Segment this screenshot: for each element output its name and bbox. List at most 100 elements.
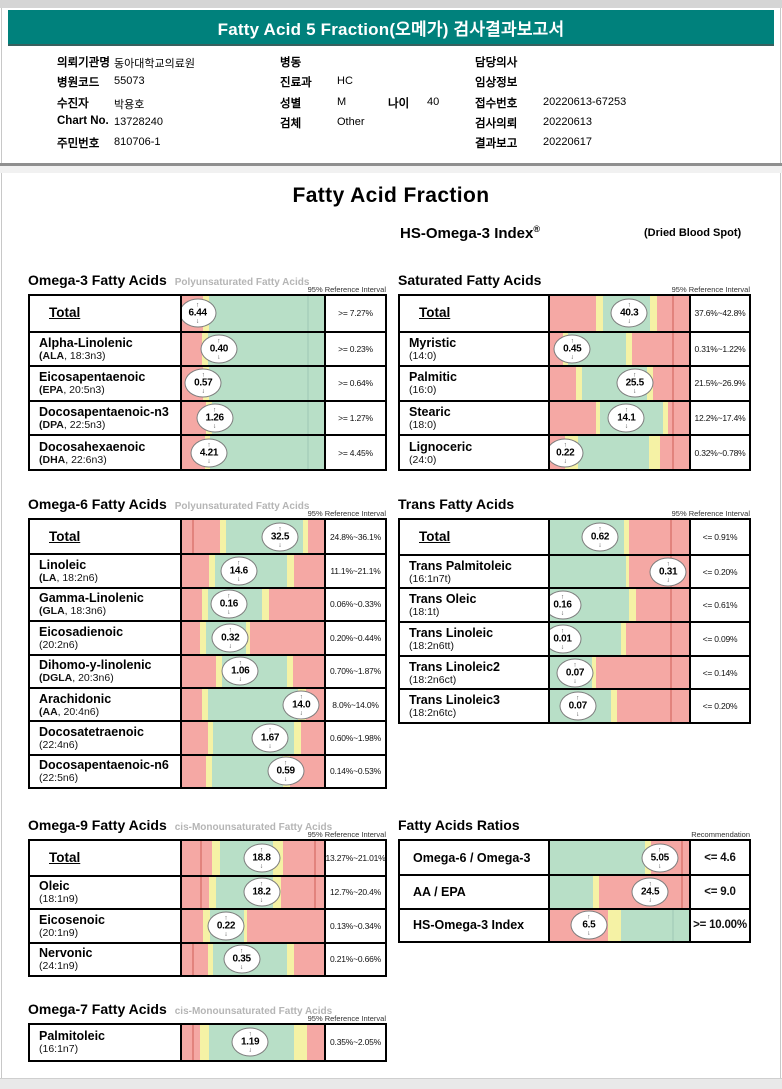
patient-field-value: 13728240 xyxy=(114,115,163,128)
value-marker: ↑ 1.26 ↓ xyxy=(196,403,234,433)
substance-name: Trans Linoleic xyxy=(409,625,494,640)
reference-range: 0.13%~0.34% xyxy=(326,910,385,942)
marker-up-arrow-icon: ↑ xyxy=(201,371,205,379)
value-marker: ↑ 0.16 ↓ xyxy=(550,590,581,620)
substance-name-cell: Lignoceric (24:0) xyxy=(400,436,548,469)
marker-up-arrow-icon: ↑ xyxy=(299,693,303,701)
range-bar: ↑ 0.59 ↓ xyxy=(180,755,326,788)
range-bar: ↑ 25.5 ↓ xyxy=(548,367,691,400)
zone-yellow xyxy=(595,401,601,435)
result-table: Palmitoleic (16:1n7) ↑ 1.19 ↓ 0.35%~2.05% xyxy=(28,1023,387,1062)
zone-yellow xyxy=(662,401,669,435)
substance-name-cell: AA / EPA xyxy=(400,876,548,908)
result-table: Total ↑ 40.3 ↓ 37.6%~42.8% Myristic (14:0) ↑ 0.4… xyxy=(398,294,751,471)
substance-name: Docosahexaenoic xyxy=(39,439,146,454)
formula-rest: (22:4n6) xyxy=(39,739,79,752)
range-bar: ↑ 0.45 ↓ xyxy=(548,332,691,366)
section-header: Omega-7 Fatty Acids cis-Monounsaturated F… xyxy=(28,1001,387,1023)
reference-range: 0.35%~2.05% xyxy=(326,1025,385,1060)
marker-up-arrow-icon: ↑ xyxy=(598,525,602,533)
substance-name-cell: Eicosenoic (20:1n9) xyxy=(30,910,180,942)
threshold-line xyxy=(314,841,317,875)
substance-name: Eicosadienoic xyxy=(39,624,124,639)
substance-formula: (22:4n6) xyxy=(39,739,180,751)
marker-value: 14.6 xyxy=(229,565,249,577)
formula-abbrev: (AA xyxy=(39,705,58,718)
reference-range: >= 7.27% xyxy=(326,296,385,331)
substance-formula: (18:1n9) xyxy=(39,893,180,905)
zone-red xyxy=(282,841,324,875)
formula-rest: (22:5n6) xyxy=(39,772,79,785)
formula-rest: (18:1t) xyxy=(409,606,440,619)
range-bar: ↑ 6.44 ↓ xyxy=(180,296,326,331)
patient-field-value: 박용호 xyxy=(114,98,145,111)
range-bar: ↑ 32.5 ↓ xyxy=(180,520,326,554)
substance-name: HS-Omega-3 Index xyxy=(413,918,525,933)
zone-red xyxy=(616,690,689,723)
marker-down-arrow-icon: ↓ xyxy=(213,422,217,430)
marker-up-arrow-icon: ↑ xyxy=(259,846,264,854)
patient-field-label: 병원코드 xyxy=(57,77,100,90)
reference-range: 12.7%~20.4% xyxy=(326,876,385,908)
threshold-line xyxy=(200,876,203,908)
section-header: Omega-6 Fatty Acids Polyunsaturated Fatty… xyxy=(28,496,387,518)
substance-formula: (18:1t) xyxy=(409,606,548,618)
range-bar: ↑ 0.40 ↓ xyxy=(180,332,326,366)
zone-red xyxy=(281,876,324,908)
substance-formula: (16:1n7t) xyxy=(409,573,548,585)
result-row: Linoleic (LA, 18:2n6) ↑ 14.6 ↓ 11.1%~21.1% xyxy=(30,553,385,587)
result-row: Docosatetraenoic (22:4n6) ↑ 1.67 ↓ 0.60%~1.98… xyxy=(30,720,385,754)
marker-value: 25.5 xyxy=(625,377,645,389)
reference-range: <= 0.09% xyxy=(691,623,749,655)
patient-field-label: 성별 xyxy=(280,97,302,110)
marker-down-arrow-icon: ↓ xyxy=(227,608,231,616)
reference-range: 0.14%~0.53% xyxy=(326,755,385,788)
range-bar: ↑ 1.26 ↓ xyxy=(180,401,326,435)
zone-red xyxy=(182,910,204,942)
zone-red xyxy=(294,943,324,975)
range-bar: ↑ 4.21 ↓ xyxy=(180,436,326,469)
zone-red xyxy=(182,755,207,788)
section-header: Saturated Fatty Acids 95% Reference Inter… xyxy=(398,272,751,294)
marker-up-arrow-icon: ↑ xyxy=(195,301,200,309)
zone-yellow xyxy=(626,332,632,366)
result-row: Palmitic (16:0) ↑ 25.5 ↓ 21.5%~26.9% xyxy=(400,365,749,400)
formula-rest: , 22:6n3) xyxy=(65,453,107,466)
formula-rest: , 18:3n6) xyxy=(64,605,107,618)
section-title: Omega-6 Fatty Acids xyxy=(28,496,167,512)
patient-field-label: 검사의뢰 xyxy=(475,117,518,130)
section-title: Omega-7 Fatty Acids xyxy=(28,1001,167,1017)
zone-red xyxy=(250,622,324,654)
substance-name-cell: Docosahexaenoic (DHA, 22:6n3) xyxy=(30,436,180,469)
substance-name-cell: Trans Linoleic2 (18:2n6ct) xyxy=(400,656,548,689)
range-bar: ↑ 0.01 ↓ xyxy=(548,623,691,655)
substance-name-cell: Alpha-Linolenic (ALA, 18:3n3) xyxy=(30,332,180,366)
section-header: Fatty Acids Ratios Recommendation xyxy=(398,817,751,839)
zone-red xyxy=(182,655,217,687)
substance-name: Nervonic xyxy=(39,946,93,961)
marker-value: 14.1 xyxy=(617,412,636,424)
reference-range: 13.27%~21.01% xyxy=(325,841,386,875)
substance-name-cell: Trans Oleic (18:1t) xyxy=(400,589,548,622)
reference-range: 0.06%~0.33% xyxy=(326,588,385,621)
range-bar: ↑ 0.07 ↓ xyxy=(548,690,691,723)
patient-info: 의뢰기관명 동아대학교의료원 병원코드 55073 수진자 박용호 Chart No. 137… xyxy=(0,52,782,162)
reference-range: <= 0.61% xyxy=(691,589,749,622)
range-bar: ↑ 6.5 ↓ xyxy=(548,909,691,942)
substance-formula: (DHA, 22:6n3) xyxy=(39,454,180,466)
substance-name: Docosapentaenoic-n3 xyxy=(39,405,169,420)
range-bar: ↑ 0.16 ↓ xyxy=(548,589,691,622)
formula-abbrev: (DGLA xyxy=(39,672,73,685)
range-bar: ↑ 0.07 ↓ xyxy=(548,656,691,689)
page-title: Fatty Acid Fraction xyxy=(292,184,490,207)
patient-field-label: 수진자 xyxy=(57,97,89,110)
reference-range: 0.21%~0.66% xyxy=(326,943,385,975)
substance-name-cell: Nervonic (24:1n9) xyxy=(30,943,180,975)
marker-up-arrow-icon: ↑ xyxy=(573,661,577,669)
substance-formula: (DGLA, 20:3n6) xyxy=(39,672,180,684)
marker-value: 0.22 xyxy=(216,920,236,932)
marker-value: 0.40 xyxy=(209,343,229,355)
report-title: Fatty Acid 5 Fraction(오메가) 검사결과보고서 xyxy=(217,19,565,39)
substance-name-cell: Docosapentaenoic-n3 (DPA, 22:5n3) xyxy=(30,401,180,435)
marker-value: 14.0 xyxy=(292,699,311,711)
